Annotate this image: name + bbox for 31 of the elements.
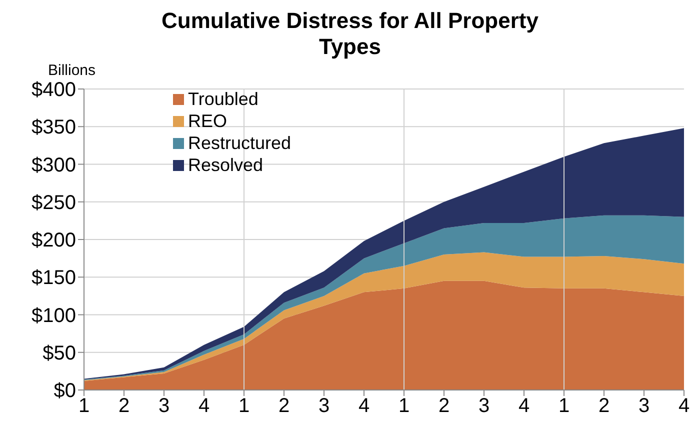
y-tick-label: $350	[32, 116, 76, 139]
x-tick-label: 4	[518, 395, 530, 418]
x-tick-label: 2	[598, 395, 610, 418]
x-tick-label: 1	[238, 395, 250, 418]
x-tick-label: 3	[158, 395, 170, 418]
y-tick-label: $100	[32, 304, 76, 327]
x-tick-label: 3	[638, 395, 650, 418]
x-tick-label: 2	[438, 395, 450, 418]
legend-label: Resolved	[188, 154, 264, 176]
y-tick-label: $150	[32, 267, 76, 290]
x-tick-label: 4	[678, 395, 690, 418]
legend-label: Troubled	[188, 88, 258, 110]
y-tick-label: $300	[32, 154, 76, 176]
legend-label: Restructured	[188, 132, 292, 154]
x-tick-label: 4	[358, 395, 370, 418]
y-tick-label: $50	[42, 342, 76, 364]
x-tick-label: 3	[318, 395, 330, 418]
y-axis-title: Billions	[48, 62, 97, 79]
x-tick-label: 3	[478, 395, 490, 418]
x-tick-label: 2	[118, 395, 130, 418]
y-tick-label: $400	[32, 79, 76, 102]
y-tick-label: $250	[32, 192, 76, 214]
x-tick-label: 1	[78, 395, 90, 418]
x-tick-label: 1	[558, 395, 570, 418]
legend-label: REO	[188, 110, 228, 132]
y-tick-label: $200	[32, 230, 76, 252]
x-tick-label: 4	[198, 395, 210, 418]
x-tick-label: 2	[278, 395, 290, 418]
chart-title: Cumulative Distress for All Property Types	[160, 8, 540, 60]
y-tick-label: $0	[54, 380, 76, 402]
x-tick-label: 1	[398, 395, 410, 418]
